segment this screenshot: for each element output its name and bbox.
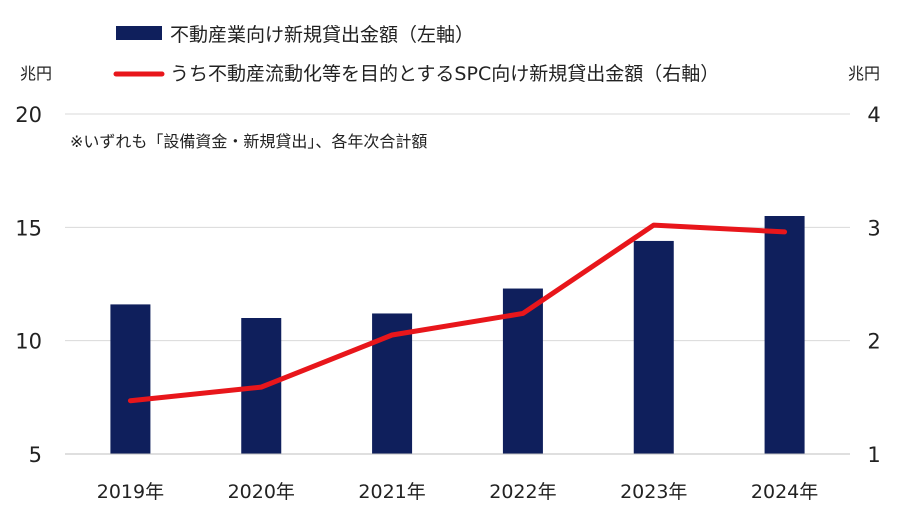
x-axis-tick: 2024年 xyxy=(751,481,818,503)
bar xyxy=(110,304,150,454)
right-axis-tick: 1 xyxy=(867,443,880,467)
gridlines xyxy=(65,114,850,454)
x-axis-tick: 2023年 xyxy=(620,481,687,503)
x-axis-tick: 2021年 xyxy=(358,481,425,503)
left-axis-tick: 10 xyxy=(15,330,42,354)
chart-note: ※いずれも「設備資金・新規貸出」、各年次合計額 xyxy=(70,132,427,151)
right-axis-tick: 4 xyxy=(867,103,880,127)
x-axis-tick: 2022年 xyxy=(489,481,556,503)
legend-bar-label: 不動産業向け新規貸出金額（左軸） xyxy=(170,24,474,46)
x-axis-tick: 2019年 xyxy=(97,481,164,503)
bar xyxy=(765,216,805,454)
right-axis-tick: 3 xyxy=(867,216,880,240)
left-axis-tick: 5 xyxy=(29,443,42,467)
line-series xyxy=(130,225,784,401)
bar-series xyxy=(110,216,804,454)
legend-bar-swatch xyxy=(116,26,162,40)
left-axis-tick: 20 xyxy=(15,103,42,127)
legend: 不動産業向け新規貸出金額（左軸） うち不動産流動化等を目的とするSPC向け新規貸… xyxy=(116,24,719,85)
legend-line-label: うち不動産流動化等を目的とするSPC向け新規貸出金額（右軸） xyxy=(170,63,719,85)
left-axis-unit: 兆円 xyxy=(20,64,52,83)
right-axis-unit: 兆円 xyxy=(848,64,880,83)
x-axis-tick: 2020年 xyxy=(228,481,295,503)
bar xyxy=(634,241,674,454)
left-axis-tick: 15 xyxy=(15,216,42,240)
line-path xyxy=(130,225,784,401)
right-axis-tick: 2 xyxy=(867,330,880,354)
